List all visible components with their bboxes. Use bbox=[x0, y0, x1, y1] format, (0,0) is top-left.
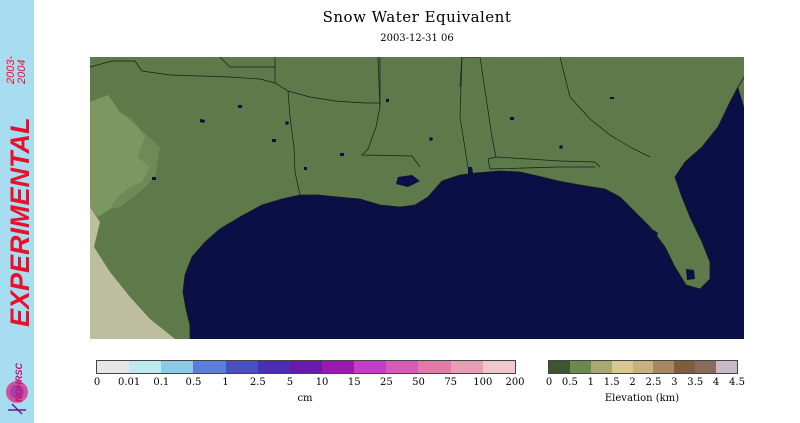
legend-swatch bbox=[354, 361, 387, 373]
lake-pontchartrain bbox=[396, 175, 420, 187]
legend-swatch bbox=[482, 361, 515, 373]
legend-tick-label: 10 bbox=[315, 377, 329, 388]
state-borders bbox=[90, 57, 651, 196]
legend-swatch bbox=[716, 361, 737, 373]
legend-tick-label: 0 bbox=[93, 377, 101, 388]
legend-tick-label: 0.1 bbox=[153, 377, 170, 388]
season-label-line2: 2004 bbox=[16, 60, 28, 85]
legend-swatch bbox=[569, 361, 591, 373]
legend-tick-label: 0 bbox=[545, 377, 553, 388]
legend-swatch bbox=[193, 361, 226, 373]
legend-tick-label: 5 bbox=[286, 377, 294, 388]
lake-okeechobee bbox=[686, 269, 695, 280]
legend-tick-label: 1 bbox=[222, 377, 229, 388]
legend-swatch bbox=[418, 361, 451, 373]
legend-tick-label: 50 bbox=[412, 377, 425, 388]
gulf-of-mexico bbox=[183, 87, 744, 339]
western-plateau bbox=[90, 207, 175, 339]
legend-swatch bbox=[653, 361, 675, 373]
legend-unit-label: Elevation (km) bbox=[604, 393, 680, 404]
legend-tick-label: 2 bbox=[629, 377, 636, 388]
legend-tick-label: 1.5 bbox=[603, 377, 620, 388]
swe-legend: 0 0.01 0.1 0.5 1 2.5 5 10 15 25 50 75 100 200 cm bbox=[93, 360, 525, 410]
experimental-banner: EXPERIMENTAL 2003- 2004 NOHRSC bbox=[0, 0, 34, 423]
legend-swatch bbox=[289, 361, 322, 373]
title-block: Snow Water Equivalent 2003-12-31 06 bbox=[90, 8, 744, 44]
legend-tick-label: 2.5 bbox=[249, 377, 266, 388]
elevation-legend: 0 0.5 1 1.5 2 2.5 3 3.5 4 4.5 Elevation (km) bbox=[545, 360, 745, 410]
legend-tick-label: 100 bbox=[473, 377, 493, 388]
map-canvas bbox=[90, 57, 744, 339]
legend-tick-label: 0.5 bbox=[185, 377, 202, 388]
legend-swatch bbox=[450, 361, 483, 373]
legend-colorbar bbox=[96, 360, 516, 374]
legend-tick-label: 3 bbox=[671, 377, 678, 388]
legend-swatch bbox=[386, 361, 419, 373]
legend-swatch bbox=[674, 361, 696, 373]
legend-swatch bbox=[590, 361, 612, 373]
legend-swatch bbox=[161, 361, 194, 373]
legend-swatch bbox=[129, 361, 162, 373]
legend-tick-label: 15 bbox=[347, 377, 361, 388]
legend-tick-label: 0.5 bbox=[561, 377, 578, 388]
tampa-bay bbox=[650, 229, 658, 239]
legend-swatch bbox=[632, 361, 654, 373]
map-date: 2003-12-31 06 bbox=[380, 33, 454, 44]
legend-swatch bbox=[321, 361, 355, 373]
coastline bbox=[182, 76, 744, 339]
experimental-label: EXPERIMENTAL bbox=[5, 117, 34, 327]
map-title: Snow Water Equivalent bbox=[322, 8, 512, 26]
mobile-bay bbox=[468, 167, 474, 179]
legend-tick-label: 25 bbox=[380, 377, 393, 388]
legend-swatch bbox=[225, 361, 258, 373]
legend-tick-label: 200 bbox=[505, 377, 525, 388]
legend-tick-label: 75 bbox=[444, 377, 458, 388]
legend-swatch bbox=[257, 361, 290, 373]
legend-tick-label: 2.5 bbox=[645, 377, 662, 388]
season-label: 2003- bbox=[5, 56, 17, 85]
map-frame[interactable] bbox=[90, 57, 744, 339]
legend-tick-label: 3.5 bbox=[687, 377, 704, 388]
legend-swatch bbox=[695, 361, 716, 373]
legend-colorbar bbox=[548, 360, 738, 374]
legend-tick-label: 4.5 bbox=[729, 377, 745, 388]
legend-unit-label: cm bbox=[297, 393, 313, 404]
logo-label: NOHRSC bbox=[14, 362, 24, 402]
legend-swatch bbox=[549, 361, 570, 373]
legend-tick-label: 1 bbox=[587, 377, 594, 388]
legend-tick-label: 0.01 bbox=[118, 377, 141, 388]
nohrsc-logo: NOHRSC bbox=[6, 362, 28, 415]
reservoirs bbox=[152, 97, 614, 180]
legend-swatch bbox=[97, 361, 130, 373]
hill-country-fringe bbox=[110, 112, 160, 209]
legend-tick-label: 4 bbox=[712, 377, 720, 388]
texas-hill-country bbox=[90, 95, 150, 217]
legend-swatch bbox=[611, 361, 633, 373]
